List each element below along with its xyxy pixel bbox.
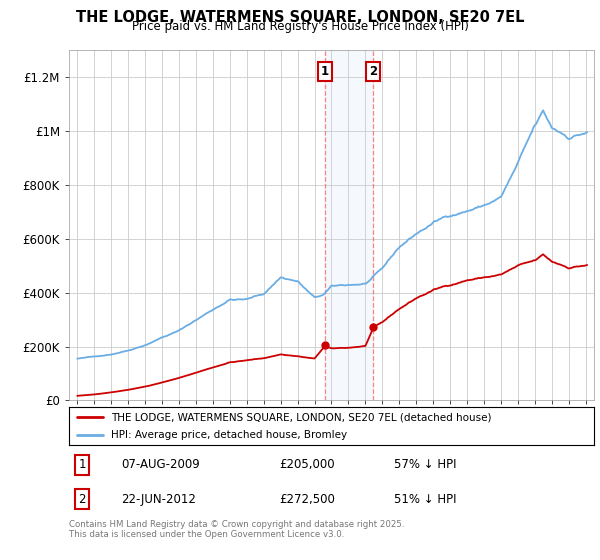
Text: HPI: Average price, detached house, Bromley: HPI: Average price, detached house, Brom… <box>111 430 347 440</box>
Text: 51% ↓ HPI: 51% ↓ HPI <box>395 493 457 506</box>
Text: 1: 1 <box>320 66 329 78</box>
Text: £205,000: £205,000 <box>279 459 335 472</box>
Text: THE LODGE, WATERMENS SQUARE, LONDON, SE20 7EL: THE LODGE, WATERMENS SQUARE, LONDON, SE2… <box>76 10 524 25</box>
Text: £272,500: £272,500 <box>279 493 335 506</box>
Text: Contains HM Land Registry data © Crown copyright and database right 2025.
This d: Contains HM Land Registry data © Crown c… <box>69 520 404 539</box>
Text: 1: 1 <box>79 459 86 472</box>
Text: 22-JUN-2012: 22-JUN-2012 <box>121 493 196 506</box>
Text: 57% ↓ HPI: 57% ↓ HPI <box>395 459 457 472</box>
Text: THE LODGE, WATERMENS SQUARE, LONDON, SE20 7EL (detached house): THE LODGE, WATERMENS SQUARE, LONDON, SE2… <box>111 412 491 422</box>
Bar <box>325 50 373 400</box>
Text: 2: 2 <box>369 66 377 78</box>
Text: 07-AUG-2009: 07-AUG-2009 <box>121 459 200 472</box>
Text: 2: 2 <box>79 493 86 506</box>
Text: Price paid vs. HM Land Registry's House Price Index (HPI): Price paid vs. HM Land Registry's House … <box>131 20 469 33</box>
